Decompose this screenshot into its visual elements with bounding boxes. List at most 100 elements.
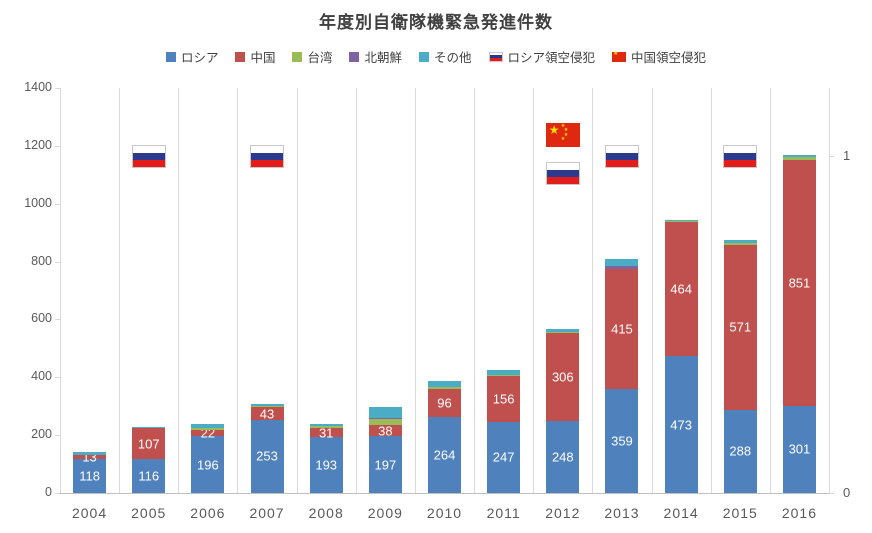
bar-segment-その他-2010 [428,381,461,387]
bar-segment-ロシア-2005 [132,459,166,493]
legend-label: 中国領空侵犯 [631,51,707,65]
bar-value-label-ロシア-2005: 116 [138,468,160,484]
legend-item-1: 中国 [235,47,275,66]
gridline [414,88,416,493]
x-axis-label-2012: 2012 [545,505,581,521]
bar-value-label-ロシア-2008: 193 [315,457,338,473]
y-axis-line [60,88,61,493]
bar-segment-台湾-2008 [309,426,343,429]
russia-flag-marker [545,162,580,185]
gridline [651,88,653,493]
bar-segment-中国-2016 [782,159,816,406]
bar-segment-その他-2015 [723,240,757,244]
gridline [592,88,594,493]
legend-swatch-icon [292,51,303,62]
russia-flag-marker [250,145,285,168]
bar-segment-台湾-2016 [782,157,816,160]
bar-value-label-ロシア-2013: 359 [611,433,633,449]
bar-segment-ロシア-2012 [546,421,580,493]
bar-value-label-ロシア-2012: 248 [551,449,574,465]
bar-value-label-中国-2012: 306 [551,369,574,385]
bar-value-label-ロシア-2016: 301 [788,441,811,457]
bar-value-label-中国-2009: 38 [378,423,393,438]
gridline [533,88,535,493]
bar-segment-中国-2013 [605,269,639,390]
bar-segment-台湾-2006 [191,427,225,430]
russia-flag-marker [604,145,639,168]
bar-segment-その他-2014 [664,220,698,222]
bar-segment-中国-2011 [487,376,521,422]
y-axis-tick-label: 400 [31,369,52,384]
china-flag-icon: ★ [612,51,627,62]
x-axis-label-2016: 2016 [781,505,817,521]
y-axis-tick-label: 1400 [24,80,52,94]
legend-swatch-icon [419,51,429,62]
x-axis-label-2015: 2015 [722,505,758,521]
bar-segment-中国-2004 [73,455,107,459]
bar-segment-中国-2007 [250,407,284,420]
legend-label: 台湾 [307,51,333,65]
bar-segment-中国-2005 [132,428,166,460]
bar-segment-その他-2012 [546,328,580,332]
bar-value-label-中国-2010: 96 [437,395,452,411]
legend-label: 北朝鮮 [364,51,402,65]
legend-swatch-icon [235,51,246,62]
x-axis-label-2007: 2007 [249,505,285,521]
y-axis-tick [55,435,60,437]
x-axis-label-2013: 2013 [604,505,640,521]
bar-value-label-ロシア-2009: 197 [374,457,397,472]
bar-value-label-中国-2008: 31 [318,425,334,441]
x-axis-label-2011: 2011 [486,505,521,521]
bar-segment-その他-2013 [605,258,639,267]
gridline [355,88,357,493]
chart-title: 年度別自衛隊機緊急発進件数 [319,13,553,32]
x-axis-label-2008: 2008 [308,505,344,521]
legend-label: 中国 [250,51,276,65]
bar-segment-ロシア-2016 [782,405,816,493]
bar-value-label-中国-2015: 571 [729,319,752,335]
bar-segment-その他-2004 [73,452,107,456]
bar-value-label-中国-2011: 156 [492,391,515,407]
legend-item-4: その他 [419,47,472,66]
y2-axis-tick [829,155,834,157]
bar-value-label-中国-2013: 415 [611,321,633,337]
bar-value-label-ロシア-2006: 196 [197,457,219,473]
russia-flag-marker [131,145,166,168]
bar-segment-ロシア-2009 [368,436,402,493]
y2-axis-line [829,88,830,493]
y-axis-tick-label: 600 [31,311,52,326]
legend-swatch-icon [349,51,360,62]
gridline [769,88,771,493]
bar-segment-北朝鮮-2013 [605,266,639,270]
bar-segment-台湾-2012 [546,331,580,333]
bar-value-label-ロシア-2015: 288 [729,443,752,459]
y-axis-tick [55,319,60,321]
bar-value-label-中国-2014: 464 [670,281,692,297]
bar-segment-台湾-2011 [487,374,521,377]
y-axis-tick [55,493,60,494]
bar-segment-北朝鮮-2009 [368,418,402,420]
bar-value-label-ロシア-2014: 473 [670,417,692,433]
x-axis-line [55,493,834,494]
bar-segment-ロシア-2010 [428,416,461,493]
bar-value-label-中国-2007: 43 [259,406,275,422]
y-axis-tick-label: 1000 [24,195,52,210]
y2-axis-tick-label: 1 [843,147,851,163]
bar-segment-中国-2015 [723,244,757,410]
bar-segment-中国-2008 [309,428,343,438]
legend-item-3: 北朝鮮 [349,47,402,66]
bar-value-label-ロシア-2011: 247 [492,449,515,465]
bar-segment-台湾-2009 [368,419,402,425]
y-axis-tick [55,88,60,89]
bar-value-label-ロシア-2004: 118 [79,468,100,484]
bar-value-label-ロシア-2010: 264 [433,447,456,463]
bar-segment-ロシア-2008 [309,437,343,493]
bar-segment-中国-2006 [191,429,225,437]
legend-item-0: ロシア [165,47,218,66]
bar-segment-その他-2006 [191,423,225,428]
y2-axis-tick-label: 0 [843,485,851,500]
bar-segment-ロシア-2015 [723,409,757,493]
legend-swatch-icon [165,51,176,62]
bar-segment-その他-2008 [309,424,343,427]
y-axis-tick-label: 200 [31,427,52,442]
